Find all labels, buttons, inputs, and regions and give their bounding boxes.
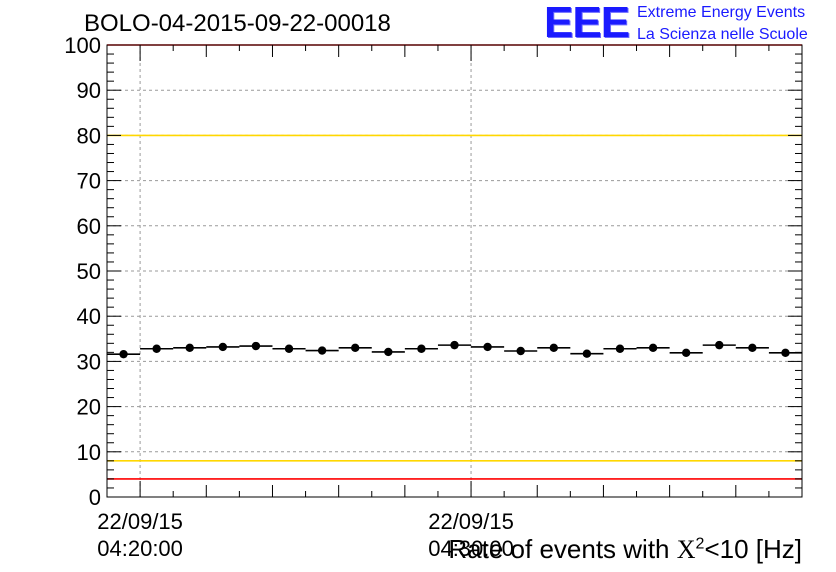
y-tick-label: 20 [77, 395, 101, 420]
x-tick-label-time: 04:30:00 [428, 536, 514, 561]
data-point [185, 343, 194, 353]
x-axis-label-suffix: <10 [Hz] [704, 534, 802, 564]
data-point [715, 340, 724, 350]
y-tick-label: 30 [77, 349, 101, 374]
chart-title: BOLO-04-2015-09-22-00018 [84, 10, 391, 37]
data-point [317, 346, 327, 355]
x-axis-label-prefix: Rate of events with [448, 534, 677, 564]
data-point [483, 342, 492, 352]
data-point [351, 343, 360, 353]
y-tick-label: 100 [64, 33, 101, 58]
y-tick-label: 60 [77, 214, 101, 239]
y-tick-label: 80 [77, 123, 101, 148]
y-tick-label: 0 [89, 485, 101, 510]
data-point [748, 343, 757, 353]
x-axis-label: Rate of events with X2<10 [Hz] [448, 534, 802, 565]
x-tick-label-time: 04:20:00 [97, 536, 183, 561]
data-point [681, 348, 691, 358]
x-axis-label-symbol: X [676, 535, 696, 564]
x-tick-label-date: 22/09/15 [428, 509, 514, 534]
y-tick-label: 50 [77, 259, 101, 284]
data-point [284, 344, 294, 353]
logo-line-1: Extreme Energy Events [637, 4, 806, 21]
y-tick-label: 90 [77, 78, 101, 103]
data-point [119, 349, 128, 359]
y-tick-label: 40 [77, 304, 101, 329]
y-tick-label: 70 [77, 169, 101, 194]
data-point [582, 349, 592, 358]
data-point [549, 343, 558, 353]
data-point [450, 340, 459, 350]
x-tick-label-date: 22/09/15 [97, 509, 183, 534]
logo-line-2: La Scienza nelle Scuole [637, 26, 808, 43]
data-point [615, 344, 625, 353]
x-axis-label-exponent: 2 [695, 535, 705, 553]
eee-logo: EEE Extreme Energy Events La Scienza nel… [544, 0, 834, 47]
data-point [384, 347, 393, 357]
y-tick-label: 10 [77, 440, 101, 465]
data-point [648, 343, 658, 353]
data-point [781, 348, 790, 358]
data-point [251, 341, 261, 351]
data-point [417, 344, 426, 353]
data-point [516, 346, 525, 356]
logo-mark: EEE [544, 0, 630, 47]
data-point [218, 342, 228, 352]
data-point [152, 344, 161, 353]
